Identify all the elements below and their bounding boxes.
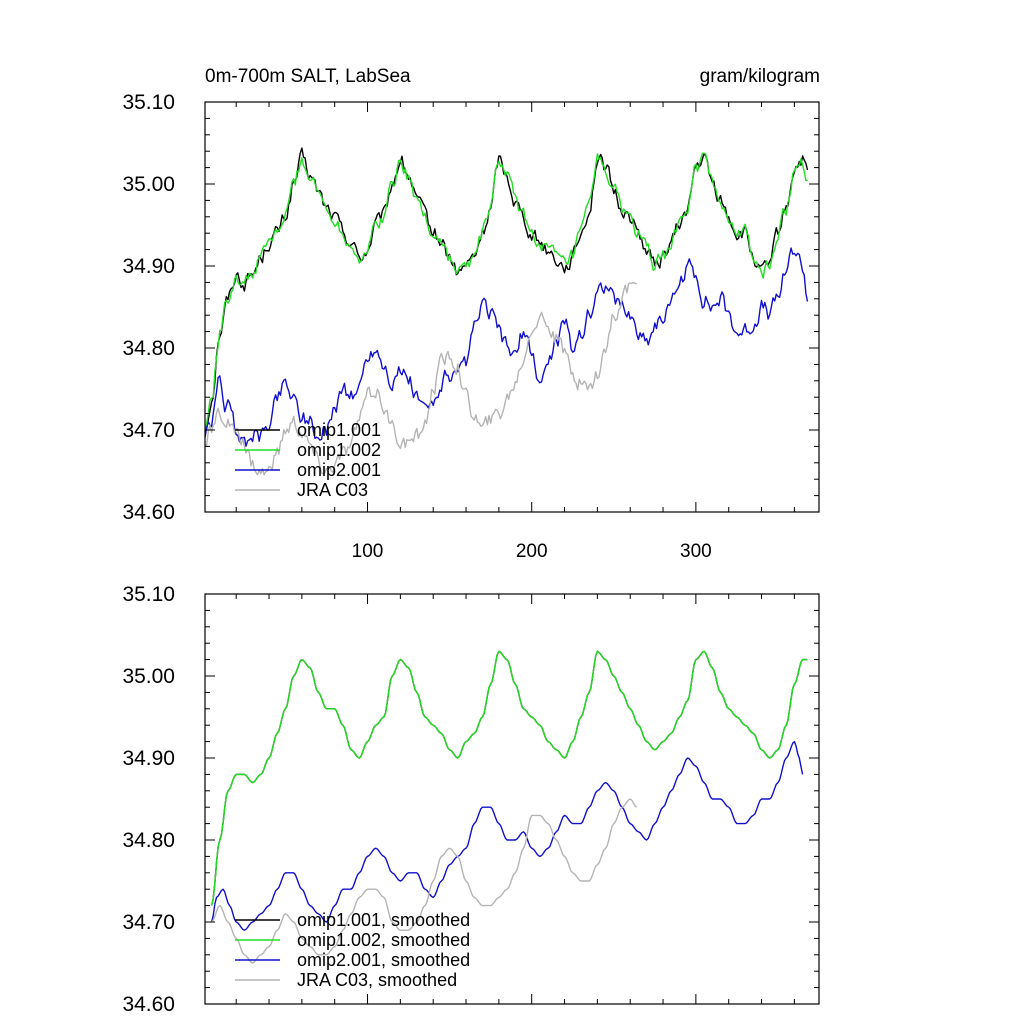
top-y-tick-label: 34.80 <box>122 337 175 360</box>
bottom-y-tick-label: 34.80 <box>122 829 175 852</box>
bottom-legend-label-omip2-001-smoothed: omip2.001, smoothed <box>297 950 470 970</box>
bottom-legend-label-omip1-002-smoothed: omip1.002, smoothed <box>297 930 470 950</box>
top-chart-units: gram/kilogram <box>700 66 820 87</box>
bottom-y-tick-label: 34.70 <box>122 911 175 934</box>
bottom-chart-frame <box>204 593 820 1005</box>
top-chart-panel: 0m-700m SALT, LabSea gram/kilogram 34.60… <box>122 66 820 562</box>
top-y-tick-label: 35.00 <box>122 173 175 196</box>
bottom-chart-panel: 34.60 34.70 34.80 34.90 35.00 35.10 omip1.001… <box>122 583 820 1016</box>
bottom-series-line-jra-c03-smoothed <box>211 798 638 964</box>
top-legend-label-jra-c03: JRA C03 <box>297 480 368 500</box>
bottom-chart-x-axis <box>235 594 795 1004</box>
top-series-line-omip1-002 <box>204 152 808 431</box>
top-y-tick-label: 34.60 <box>122 501 175 524</box>
bottom-y-tick-label: 34.60 <box>122 993 175 1016</box>
top-y-tick-label: 34.90 <box>122 255 175 278</box>
bottom-chart-y-axis: 34.60 34.70 34.80 34.90 35.00 35.10 <box>122 583 819 1016</box>
bottom-y-tick-label: 35.00 <box>122 665 175 688</box>
top-legend-label-omip2-001: omip2.001 <box>297 460 381 480</box>
bottom-chart-series-group <box>210 650 808 964</box>
top-chart-series-group <box>204 147 809 476</box>
top-x-tick-label: 300 <box>680 541 712 562</box>
top-series-line-jra-c03 <box>204 281 637 476</box>
top-chart-title: 0m-700m SALT, LabSea <box>205 66 411 87</box>
top-chart-y-axis: 34.60 34.70 34.80 34.90 35.00 35.10 <box>122 91 819 524</box>
bottom-series-line-omip2-001-smoothed <box>210 740 804 931</box>
top-x-tick-label: 100 <box>352 541 384 562</box>
top-legend-label-omip1-002: omip1.002 <box>297 440 381 460</box>
top-chart-frame <box>204 101 820 513</box>
bottom-series-line-omip1-002-smoothed <box>210 650 808 906</box>
top-x-tick-label: 200 <box>516 541 548 562</box>
bottom-legend-label-jra-c03-smoothed: JRA C03, smoothed <box>297 970 457 990</box>
top-y-tick-label: 35.10 <box>122 91 175 114</box>
top-legend-label-omip1-001: omip1.001 <box>297 420 381 440</box>
top-series-line-omip2-001 <box>204 247 809 447</box>
top-chart-x-axis: 100 200 300 <box>235 102 795 562</box>
bottom-legend-label-omip1-001-smoothed: omip1.001, smoothed <box>297 910 470 930</box>
bottom-y-tick-label: 35.10 <box>122 583 175 606</box>
bottom-y-tick-label: 34.90 <box>122 747 175 770</box>
top-y-tick-label: 34.70 <box>122 419 175 442</box>
